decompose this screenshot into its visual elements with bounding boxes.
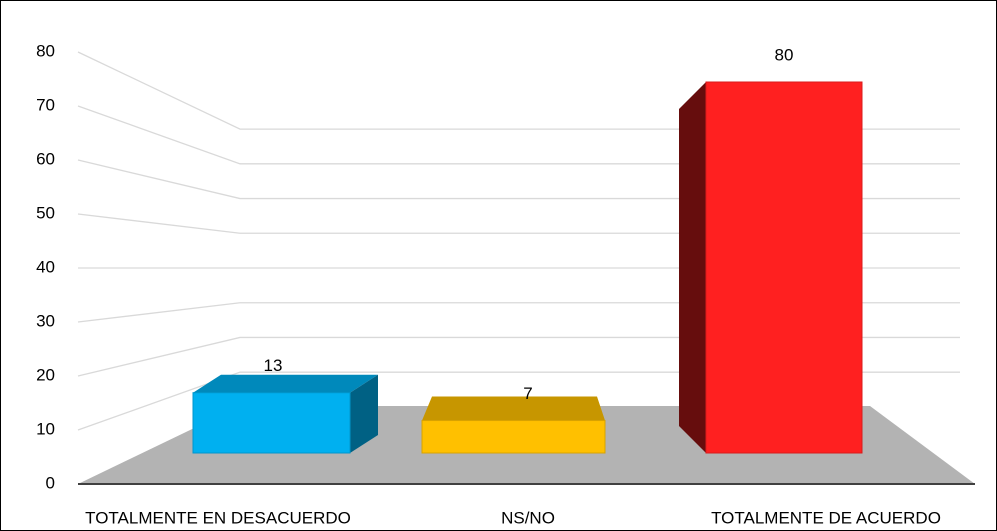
- y-tick-label: 60: [36, 149, 55, 168]
- y-tick-label: 30: [36, 311, 55, 330]
- y-tick-label: 0: [46, 473, 55, 492]
- y-tick-label: 40: [36, 257, 55, 276]
- bar-side: [350, 374, 378, 453]
- value-label: 80: [775, 45, 794, 64]
- bar: [421, 420, 606, 454]
- x-tick-label: TOTALMENTE DE ACUERDO: [711, 508, 941, 527]
- y-tick-label: 50: [36, 203, 55, 222]
- value-label: 7: [523, 384, 532, 403]
- value-label: 13: [264, 356, 283, 375]
- x-tick-label: TOTALMENTE EN DESACUERDO: [85, 508, 351, 527]
- bar-top: [193, 374, 378, 393]
- x-tick-label: NS/NO: [501, 508, 555, 527]
- y-tick-label: 80: [36, 41, 55, 60]
- bar: [192, 392, 351, 454]
- y-tick-label: 10: [36, 419, 55, 438]
- y-tick-label: 20: [36, 365, 55, 384]
- y-tick-label: 70: [36, 95, 55, 114]
- bar: [705, 81, 863, 454]
- bar-side: [679, 82, 706, 453]
- bar-top: [422, 396, 605, 421]
